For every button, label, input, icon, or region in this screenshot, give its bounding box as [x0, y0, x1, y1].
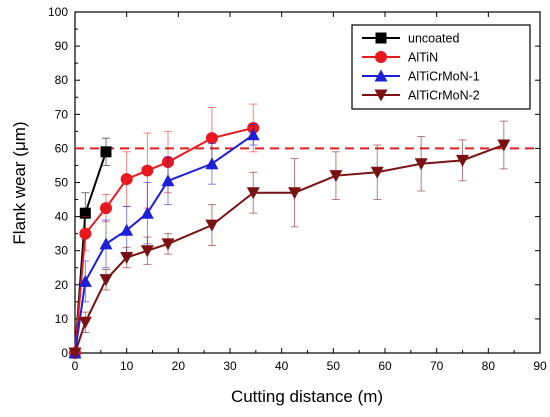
- data-point: [414, 158, 428, 171]
- x-axis-title: Cutting distance (m): [231, 387, 383, 406]
- legend-group: uncoated AlTiN AlTiCrMoN-1 AlTiCrMoN-2: [351, 24, 531, 110]
- legend-label: AlTiN: [408, 51, 438, 65]
- series-line: [74, 133, 254, 354]
- legend-label: uncoated: [408, 32, 459, 46]
- data-point: [100, 146, 112, 158]
- data-point: [99, 237, 113, 250]
- x-tick-label: 70: [430, 359, 444, 373]
- x-tick-label: 60: [378, 359, 392, 373]
- data-point: [161, 238, 175, 251]
- data-point: [246, 187, 260, 200]
- data-point: [68, 347, 82, 360]
- axes-group: 0 10 20 30 40 50 60 70 80 90 0 10 20 30 40 50 60 70 80 90 10…: [48, 5, 547, 373]
- data-point: [205, 219, 219, 232]
- x-tick-label: 30: [223, 359, 237, 373]
- data-point: [100, 202, 112, 215]
- x-tick-label: 40: [275, 359, 289, 373]
- data-point: [456, 154, 469, 167]
- legend-marker: [374, 69, 388, 82]
- x-tick-label: 80: [482, 359, 496, 373]
- data-point: [205, 157, 219, 170]
- x-tick-label: 90: [533, 359, 547, 373]
- x-tick-label: 0: [72, 359, 79, 373]
- y-tick-label: 60: [55, 141, 69, 155]
- y-tick-label: 70: [55, 107, 69, 121]
- legend-marker: [374, 89, 388, 102]
- y-tick-label: 30: [55, 244, 69, 258]
- data-point: [78, 274, 92, 287]
- data-point: [99, 274, 113, 287]
- data-point: [329, 170, 343, 183]
- y-tick-label: 10: [55, 312, 69, 326]
- data-point: [288, 187, 302, 200]
- legend-marker: [375, 51, 387, 63]
- y-tick-label: 40: [55, 210, 69, 224]
- series-altin: [69, 103, 260, 359]
- data-point: [497, 139, 511, 152]
- data-point: [78, 316, 92, 329]
- y-tick-label: 50: [55, 176, 69, 190]
- legend-label: AlTiCrMoN-1: [408, 70, 480, 84]
- series-line: [74, 144, 505, 354]
- plot-group: [68, 103, 540, 360]
- y-tick-label: 80: [55, 73, 69, 87]
- data-point: [205, 132, 218, 145]
- data-point: [120, 173, 133, 186]
- data-point: [140, 206, 154, 219]
- x-tick-label: 50: [327, 359, 341, 373]
- data-point: [120, 252, 134, 265]
- legend-label: AlTiCrMoN-2: [408, 89, 480, 103]
- data-point: [161, 174, 175, 187]
- data-point: [79, 227, 92, 240]
- y-axis-title: Flank wear (μm): [10, 121, 29, 244]
- series-alticrmon-2: [68, 120, 511, 360]
- data-point: [246, 128, 260, 141]
- legend-marker: [375, 32, 387, 44]
- y-tick-label: 90: [55, 39, 69, 53]
- x-tick-label: 20: [172, 359, 186, 373]
- data-point: [141, 164, 154, 177]
- y-tick-label: 100: [48, 5, 68, 19]
- y-tick-label: 20: [55, 278, 69, 292]
- data-point: [370, 166, 384, 179]
- y-tick-label: 0: [61, 346, 68, 360]
- data-point: [79, 207, 91, 219]
- data-point: [140, 245, 154, 258]
- data-point: [120, 223, 134, 236]
- x-tick-label: 10: [120, 359, 134, 373]
